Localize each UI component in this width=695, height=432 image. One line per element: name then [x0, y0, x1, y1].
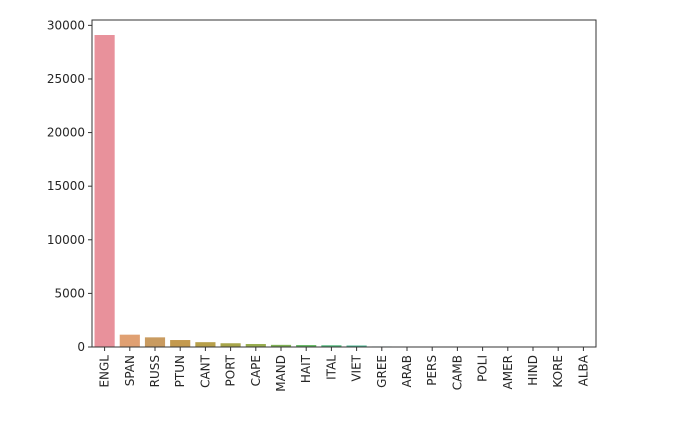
- y-tick-label: 15000: [47, 179, 85, 193]
- x-tick-label: ENGL: [98, 355, 112, 388]
- x-tick-label: VIET: [350, 354, 364, 381]
- x-tick-label: ALBA: [576, 354, 590, 386]
- y-axis: 0 5000 10000 15000 20000 25000 30000: [47, 18, 92, 354]
- x-tick-label: HAIT: [299, 354, 313, 383]
- x-tick-label: KORE: [551, 355, 565, 388]
- x-tick-label: POLI: [476, 355, 490, 382]
- x-tick-label: GREE: [375, 355, 389, 388]
- x-tick-label: CAMB: [450, 355, 464, 390]
- bar-cape: [245, 343, 266, 347]
- x-tick-label: RUSS: [148, 355, 162, 387]
- y-tick-label: 25000: [47, 72, 85, 86]
- x-tick-label: AMER: [501, 355, 515, 389]
- x-tick-label: PTUN: [173, 355, 187, 387]
- bar-hait: [296, 345, 317, 347]
- x-tick-label: CAPE: [249, 355, 263, 386]
- bar-cant: [195, 342, 216, 347]
- y-tick-label: 0: [77, 340, 85, 354]
- x-tick-label: HIND: [526, 355, 540, 386]
- x-tick-label: ARAB: [400, 355, 414, 388]
- bars: [94, 35, 594, 348]
- x-tick-label: MAND: [274, 355, 288, 392]
- x-tick-label: SPAN: [123, 355, 137, 386]
- bar-engl: [94, 35, 115, 348]
- x-tick-label: ITAL: [324, 355, 338, 380]
- bar-mand: [270, 344, 292, 347]
- x-tick-label: CANT: [198, 354, 212, 388]
- bar-viet: [346, 345, 367, 347]
- bar-port: [220, 343, 241, 347]
- plot-frame: [91, 19, 597, 348]
- x-tick-label: PERS: [425, 355, 439, 386]
- bar-russ: [144, 337, 166, 347]
- x-axis: ENGL SPAN RUSS PTUN CANT PORT CAPE MAND HAIT ITAL…: [98, 347, 590, 392]
- y-tick-label: 10000: [47, 233, 85, 247]
- bar-span: [119, 334, 140, 347]
- y-tick-label: 5000: [54, 286, 85, 300]
- bar-ptun: [170, 340, 191, 347]
- y-tick-label: 30000: [47, 18, 85, 32]
- bar-ital: [321, 345, 342, 347]
- y-tick-label: 20000: [47, 126, 85, 140]
- x-tick-label: PORT: [224, 354, 238, 386]
